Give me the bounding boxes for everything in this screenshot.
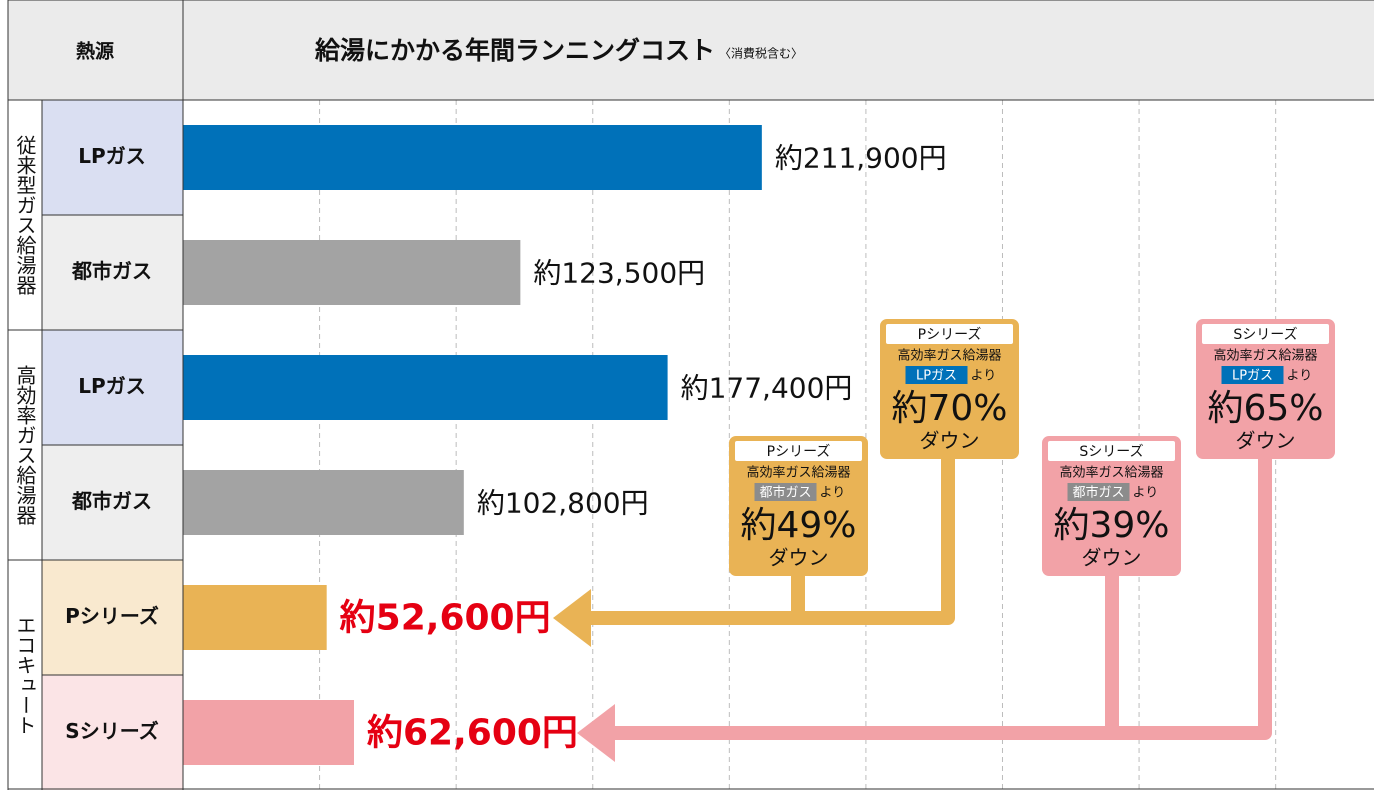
callout-heater: 高効率ガス給湯器 [1213, 348, 1317, 364]
group-label: 高効率ガス給湯器 [13, 365, 37, 525]
callout-than: より [1133, 486, 1159, 501]
bar [183, 355, 668, 420]
arrow-head [577, 704, 615, 762]
category-label: Pシリーズ [65, 604, 159, 628]
chart-note: 〈消費税含む〉 [719, 46, 803, 61]
callout-box [729, 436, 868, 576]
value-label: 約177,400円 [681, 372, 853, 405]
bar [183, 700, 355, 765]
category-cell [42, 675, 183, 790]
callout-header [886, 324, 1013, 344]
value-label: 約123,500円 [533, 257, 705, 290]
callout-heater: 高効率ガス給湯器 [1059, 465, 1163, 481]
value-label: 約102,800円 [477, 487, 649, 520]
group-label: 従来型ガス給湯器 [13, 135, 37, 295]
callout-badge [1067, 483, 1130, 501]
callout-badge [754, 483, 817, 501]
arrow-line [612, 450, 1272, 740]
callout-box [1196, 319, 1335, 459]
callout-heater: 高効率ガス給湯器 [897, 348, 1001, 364]
bar [183, 125, 762, 190]
callout-rate: 約65% [1207, 388, 1323, 429]
value-label: 約211,900円 [775, 142, 947, 175]
callout-heater: 高効率ガス給湯器 [746, 465, 850, 481]
category-cell [42, 100, 183, 215]
callout-down: ダウン [769, 546, 829, 570]
callout-box [1042, 436, 1181, 576]
bar [183, 470, 464, 535]
header-band [8, 0, 1374, 100]
callout-badge [905, 366, 968, 384]
callout-base: 都市ガス [759, 486, 811, 501]
callout-than: より [820, 486, 846, 501]
category-cell [42, 560, 183, 675]
bar [183, 585, 327, 650]
callout-rate: 約70% [891, 388, 1007, 429]
chart-title: 給湯にかかる年間ランニングコスト [314, 36, 715, 65]
category-label: 都市ガス [71, 489, 152, 513]
callout-header [1202, 324, 1329, 344]
callout-box [880, 319, 1019, 459]
category-label: LPガス [78, 144, 145, 168]
value-label: 約52,600円 [340, 598, 551, 639]
callout-series: Pシリーズ [767, 444, 831, 460]
value-label: 約62,600円 [367, 713, 578, 754]
callout-badge [1221, 366, 1284, 384]
callout-series: Sシリーズ [1079, 444, 1143, 460]
category-label: 都市ガス [71, 259, 152, 283]
callout-series: Pシリーズ [918, 327, 982, 343]
category-cell [42, 445, 183, 560]
callout-down: ダウン [920, 429, 980, 453]
category-cell [42, 330, 183, 445]
header-label: 熱源 [76, 40, 114, 63]
callout-than: より [971, 369, 997, 384]
group-label: エコキュート [13, 615, 37, 735]
callout-base: LPガス [1232, 369, 1273, 384]
callout-than: より [1287, 369, 1313, 384]
callout-header [1048, 441, 1175, 461]
arrow-line [588, 450, 955, 625]
callout-rate: 約39% [1053, 505, 1169, 546]
bar [183, 240, 521, 305]
category-cell [42, 215, 183, 330]
callout-down: ダウン [1236, 429, 1296, 453]
callout-header [735, 441, 862, 461]
arrow-head [553, 589, 591, 647]
callout-series: Sシリーズ [1233, 327, 1297, 343]
category-label: LPガス [78, 374, 145, 398]
callout-base: 都市ガス [1072, 486, 1124, 501]
callout-rate: 約49% [740, 505, 856, 546]
callout-down: ダウン [1082, 546, 1142, 570]
callout-base: LPガス [916, 369, 957, 384]
category-label: Sシリーズ [65, 719, 158, 743]
